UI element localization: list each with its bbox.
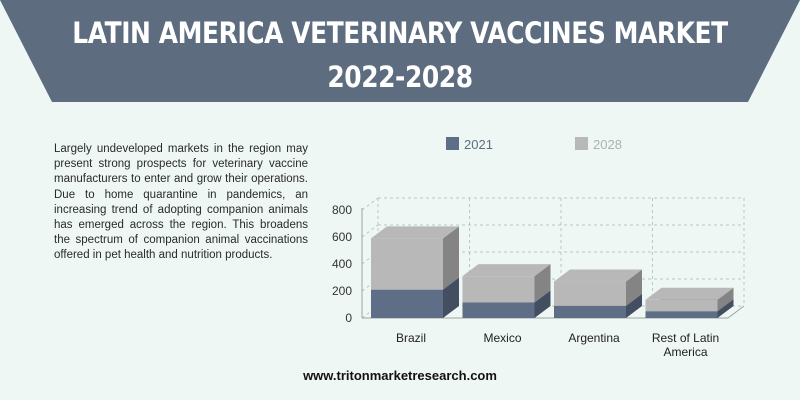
bar-2021-front [462, 302, 535, 318]
x-tick-label: Mexico [483, 331, 521, 345]
bar-2028-top [371, 226, 459, 239]
bar-2021-side [443, 277, 459, 318]
legend-swatch-2028 [575, 137, 588, 150]
bar-2021-side [626, 293, 642, 318]
y-tick-label: 800 [332, 203, 352, 217]
description-text: Largely undeveloped markets in the regio… [54, 143, 308, 262]
bar-2028-top [554, 269, 642, 282]
bar-2028-front [554, 281, 626, 306]
footer-url: www.tritonmarketresearch.com [303, 368, 497, 383]
x-tick-label: Brazil [396, 331, 426, 345]
y-tick-label: 400 [332, 257, 352, 271]
bar-2021-side [717, 299, 734, 318]
grid-line-side [361, 197, 379, 211]
bar-2021-front [371, 289, 443, 318]
bar-2028-front [462, 276, 535, 303]
x-tick-label: Rest of Latin [652, 331, 719, 345]
bar-2028-front [371, 238, 443, 290]
bar-2028-front [645, 299, 718, 312]
y-tick-label: 600 [332, 230, 352, 244]
page-title: LATIN AMERICA VETERINARY VACCINES MARKET [72, 16, 728, 50]
bar-2021-side [534, 290, 551, 318]
bar-2028-side [443, 226, 459, 290]
bar-2028-top [462, 264, 551, 277]
y-tick-label: 0 [345, 311, 352, 325]
y-tick-label: 200 [332, 284, 352, 298]
bar-2021-front [645, 311, 718, 318]
bar-2028-top [645, 287, 734, 300]
legend-label-2028: 2028 [593, 137, 622, 152]
legend-swatch-2021 [446, 137, 459, 150]
bar-2028-side [534, 264, 551, 303]
x-tick-label: Argentina [568, 331, 620, 345]
x-tick-label: America [663, 345, 707, 359]
title-banner [0, 0, 800, 102]
x-axis-depth-line [727, 305, 745, 319]
page-subtitle-years: 2022-2028 [327, 60, 473, 94]
bar-2021-front [554, 305, 626, 318]
bar-2028-side [717, 287, 734, 312]
legend-label-2021: 2021 [464, 137, 493, 152]
bar-2028-side [626, 269, 642, 306]
